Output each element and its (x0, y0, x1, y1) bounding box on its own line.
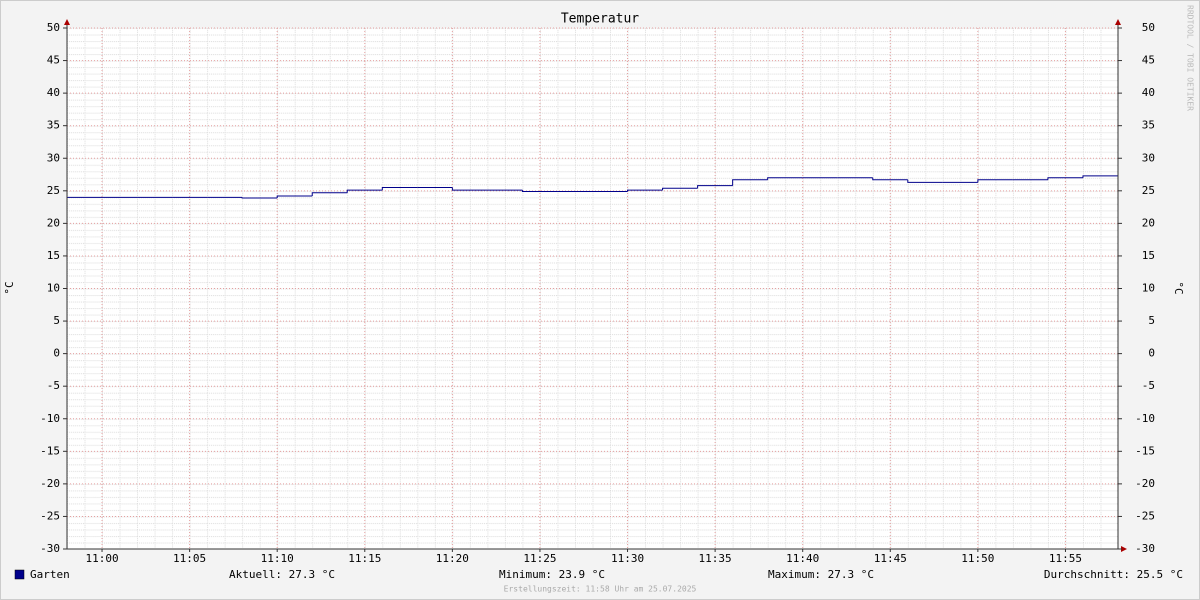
line-step (1082, 175, 1118, 178)
y-tick-label: -15 (40, 444, 60, 457)
axis-arrow (1115, 19, 1121, 25)
y-tick-label: 35 (47, 119, 60, 132)
x-tick-label: 11:50 (961, 552, 994, 565)
y-tick-label: 40 (47, 86, 60, 99)
line-step (662, 187, 698, 191)
line-step (907, 179, 943, 183)
y-tick-label: 0 (53, 347, 60, 360)
y2-tick-label: 45 (1142, 54, 1155, 67)
y2-tick-label: -20 (1135, 477, 1155, 490)
legend-stat: Aktuell: 27.3 °C (229, 568, 335, 581)
line-step (767, 177, 803, 180)
chart-title: Temperatur (561, 12, 639, 27)
axis-arrow (1121, 546, 1127, 552)
y2-tick-label: 50 (1142, 21, 1155, 34)
y-tick-label: 15 (47, 249, 60, 262)
x-tick-label: 11:05 (173, 552, 206, 565)
y-tick-label: 10 (47, 282, 60, 295)
x-tick-label: 11:15 (348, 552, 381, 565)
y2-tick-label: 40 (1142, 86, 1155, 99)
y-tick-label: 5 (53, 314, 60, 327)
x-tick-label: 11:25 (523, 552, 556, 565)
line-step (381, 187, 418, 191)
legend-stat: Minimum: 23.9 °C (499, 568, 605, 581)
line-step (697, 185, 733, 189)
x-tick-label: 11:30 (611, 552, 644, 565)
legend-stat: Maximum: 27.3 °C (768, 568, 874, 581)
y2-tick-label: 10 (1142, 282, 1155, 295)
y2-tick-label: 20 (1142, 216, 1155, 229)
line-step (241, 197, 278, 199)
x-tick-label: 11:20 (436, 552, 469, 565)
axis-arrow (64, 19, 70, 25)
y-tick-label: 25 (47, 184, 60, 197)
y2-tick-label: -10 (1135, 412, 1155, 425)
y-tick-label: 45 (47, 54, 60, 67)
line-step (732, 179, 768, 186)
line-step (977, 179, 1013, 183)
y2-tick-label: -25 (1135, 509, 1155, 522)
y2-tick-label: -5 (1142, 379, 1155, 392)
y-tick-label: -30 (40, 542, 60, 555)
line-step (1047, 177, 1083, 180)
y-tick-label: 20 (47, 216, 60, 229)
y-tick-label: -20 (40, 477, 60, 490)
y-tick-label: 30 (47, 151, 60, 164)
y2-tick-label: 25 (1142, 184, 1155, 197)
legend-swatch (14, 569, 25, 580)
y-tick-label: 50 (47, 21, 60, 34)
line-step (451, 187, 488, 191)
x-tick-label: 11:35 (699, 552, 732, 565)
x-tick-label: 11:00 (85, 552, 118, 565)
x-tick-label: 11:45 (874, 552, 907, 565)
legend-label: Garten (30, 568, 70, 581)
line-step (346, 189, 383, 193)
x-tick-label: 11:10 (261, 552, 294, 565)
footer: Erstellungszeit: 11:58 Uhr am 25.07.2025 (504, 585, 697, 594)
y2-tick-label: -30 (1135, 542, 1155, 555)
series (67, 175, 1118, 199)
y2-tick-label: 30 (1142, 151, 1155, 164)
grid (67, 27, 1118, 550)
line-step (311, 192, 348, 197)
y2-axis-label: °C (1172, 281, 1185, 294)
line-step (276, 195, 313, 198)
line-step (521, 190, 558, 192)
y2-tick-label: 35 (1142, 119, 1155, 132)
line-step (872, 177, 908, 181)
legend-stat: Durchschnitt: 25.5 °C (1044, 568, 1183, 581)
y-axis-label: °C (3, 281, 16, 294)
x-tick-label: 11:55 (1049, 552, 1082, 565)
y2-tick-label: -15 (1135, 444, 1155, 457)
y-tick-label: -5 (47, 379, 60, 392)
x-tick-label: 11:40 (786, 552, 819, 565)
y2-tick-label: 5 (1148, 314, 1155, 327)
watermark: RRDTOOL / TOBI OETIKER (1186, 5, 1195, 111)
y2-tick-label: 0 (1148, 347, 1155, 360)
y2-tick-label: 15 (1142, 249, 1155, 262)
line-step (627, 189, 663, 192)
y-tick-label: -10 (40, 412, 60, 425)
y-tick-label: -25 (40, 509, 60, 522)
